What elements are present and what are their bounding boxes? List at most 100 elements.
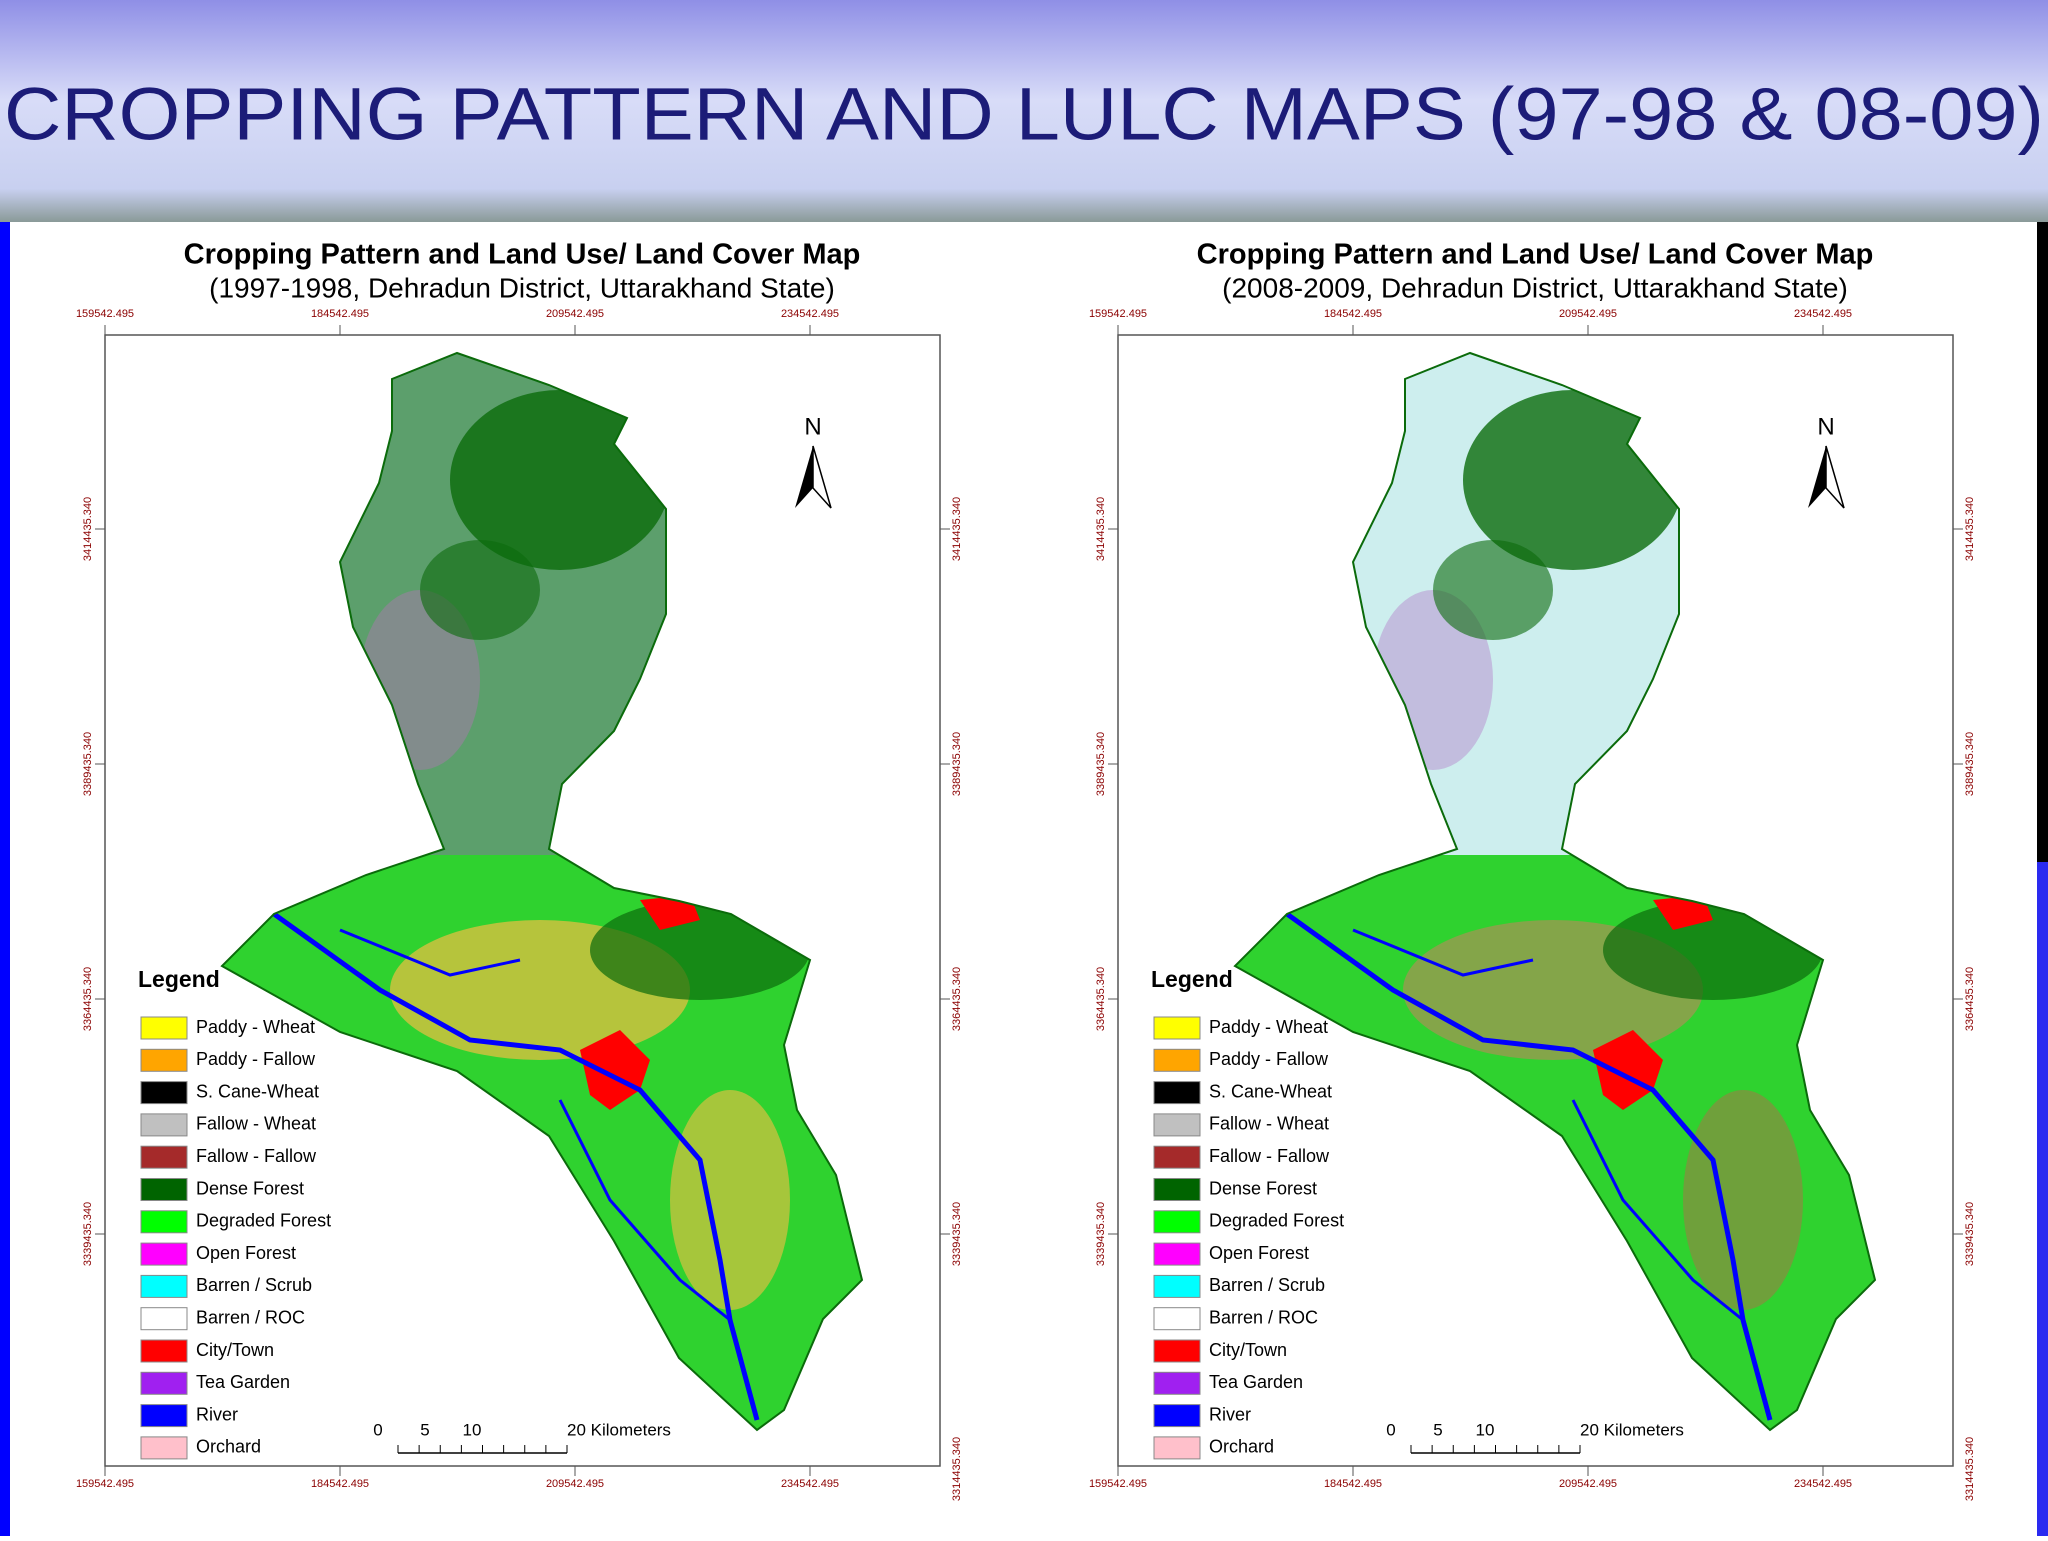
y-coord-label: 3389435.340: [82, 732, 94, 796]
legend-label: Tea Garden: [1209, 1372, 1303, 1392]
y-coord-label: 3389435.340: [1964, 732, 1976, 796]
legend-label: Paddy - Wheat: [1209, 1017, 1328, 1037]
north-label: N: [804, 413, 821, 440]
x-coord-label: 184542.495: [1324, 308, 1382, 320]
x-coord-label: 209542.495: [546, 308, 604, 320]
legend-label: City/Town: [196, 1340, 274, 1360]
y-coord-label: 3339435.340: [82, 1202, 94, 1266]
legend-label: Degraded Forest: [1209, 1211, 1344, 1231]
x-coord-label: 184542.495: [311, 1478, 369, 1490]
legend-label: Open Forest: [196, 1243, 296, 1263]
river: [1571, 1099, 1744, 1322]
legend-label: Barren / Scrub: [1209, 1275, 1325, 1295]
y-coord-label: 3414435.340: [1964, 497, 1976, 561]
legend-swatch: [1153, 1016, 1201, 1040]
x-coord-label: 159542.495: [1089, 308, 1147, 320]
map-subtitle: (1997-1998, Dehradun District, Uttarakha…: [209, 272, 835, 303]
legend-label: Dense Forest: [196, 1178, 304, 1198]
legend-swatch: [1153, 1404, 1201, 1428]
dense-forest: [1463, 390, 1683, 570]
map-panel: Cropping Pattern and Land Use/ Land Cove…: [1089, 239, 1976, 1501]
crop-patch: [670, 1090, 790, 1310]
y-coord-label: 3364435.340: [951, 967, 963, 1031]
legend-label: Open Forest: [1209, 1243, 1309, 1263]
y-coord-label: 3364435.340: [82, 967, 94, 1031]
city: [640, 895, 700, 930]
legend-swatch: [1153, 1339, 1201, 1363]
north-arrow: [1808, 446, 1826, 508]
legend-label: Fallow - Wheat: [1209, 1114, 1329, 1134]
legend-swatch: [140, 1145, 188, 1169]
legend-label: S. Cane-Wheat: [1209, 1081, 1332, 1101]
river: [272, 911, 760, 1421]
map-subtitle: (2008-2009, Dehradun District, Uttarakha…: [1222, 272, 1848, 303]
left-edge: [0, 222, 10, 1536]
legend-swatch: [1153, 1210, 1201, 1234]
legend-swatch: [140, 1081, 188, 1105]
dense-forest: [450, 390, 670, 570]
map-title: Cropping Pattern and Land Use/ Land Cove…: [1197, 239, 1874, 271]
north-arrow: [795, 446, 813, 508]
legend-swatch: [1153, 1307, 1201, 1331]
legend-label: River: [1209, 1404, 1251, 1424]
legend-label: City/Town: [1209, 1340, 1287, 1360]
legend-swatch: [140, 1404, 188, 1428]
x-coord-label: 234542.495: [1794, 1478, 1852, 1490]
x-coord-label: 159542.495: [76, 1478, 134, 1490]
legend-swatch: [140, 1210, 188, 1234]
y-coord-label: 3414435.340: [951, 497, 963, 561]
right-edge: [2037, 862, 2048, 1536]
legend-swatch: [140, 1307, 188, 1331]
y-coord-label: 3339435.340: [1095, 1202, 1107, 1266]
x-coord-label: 234542.495: [781, 308, 839, 320]
y-coord-label: 3389435.340: [1095, 732, 1107, 796]
y-coord-label: 3339435.340: [1964, 1202, 1976, 1266]
legend-label: Fallow - Wheat: [196, 1114, 316, 1134]
scale-label: 10: [1476, 1420, 1495, 1439]
legend-label: S. Cane-Wheat: [196, 1081, 319, 1101]
legend-label: River: [196, 1404, 238, 1424]
y-coord-label: 3314435.340: [1964, 1437, 1976, 1501]
x-coord-label: 234542.495: [1794, 308, 1852, 320]
legend-swatch: [140, 1178, 188, 1201]
legend-swatch: [140, 1016, 188, 1040]
city: [580, 1030, 650, 1110]
y-coord-label: 3389435.340: [951, 732, 963, 796]
legend-swatch: [140, 1371, 188, 1395]
legend-swatch: [140, 1242, 188, 1266]
x-coord-label: 209542.495: [546, 1478, 604, 1490]
scale-label: 0: [373, 1420, 382, 1439]
legend-swatch: [1153, 1145, 1201, 1169]
y-coord-label: 3364435.340: [1964, 967, 1976, 1031]
outline: [220, 351, 864, 1432]
legend-label: Fallow - Fallow: [196, 1146, 317, 1166]
x-coord-label: 234542.495: [781, 1478, 839, 1490]
legend-swatch: [140, 1048, 188, 1072]
scale-label: 20 Kilometers: [567, 1420, 671, 1439]
legend-swatch: [140, 1339, 188, 1363]
scale-label: 5: [1433, 1420, 1442, 1439]
scale-label: 0: [1386, 1420, 1395, 1439]
legend-swatch: [1153, 1436, 1201, 1460]
legend-swatch: [1153, 1081, 1201, 1105]
crop-patch: [1683, 1090, 1803, 1310]
legend-swatch: [140, 1274, 188, 1298]
legend-swatch: [1153, 1178, 1201, 1201]
legend-swatch: [140, 1113, 188, 1137]
north-arrow: [1825, 445, 1845, 509]
x-coord-label: 209542.495: [1559, 1478, 1617, 1490]
outline: [1233, 351, 1877, 1432]
header-band: [0, 0, 2048, 222]
legend-label: Barren / Scrub: [196, 1275, 312, 1295]
legend-title: Legend: [1151, 966, 1233, 992]
right-edge: [2037, 222, 2048, 862]
north-label: N: [1817, 413, 1834, 440]
map-panel: Cropping Pattern and Land Use/ Land Cove…: [76, 239, 963, 1501]
x-coord-label: 159542.495: [76, 308, 134, 320]
x-coord-label: 184542.495: [1324, 1478, 1382, 1490]
dense-forest: [1433, 540, 1553, 640]
legend-label: Barren / ROC: [1209, 1307, 1318, 1327]
legend-swatch: [140, 1436, 188, 1460]
